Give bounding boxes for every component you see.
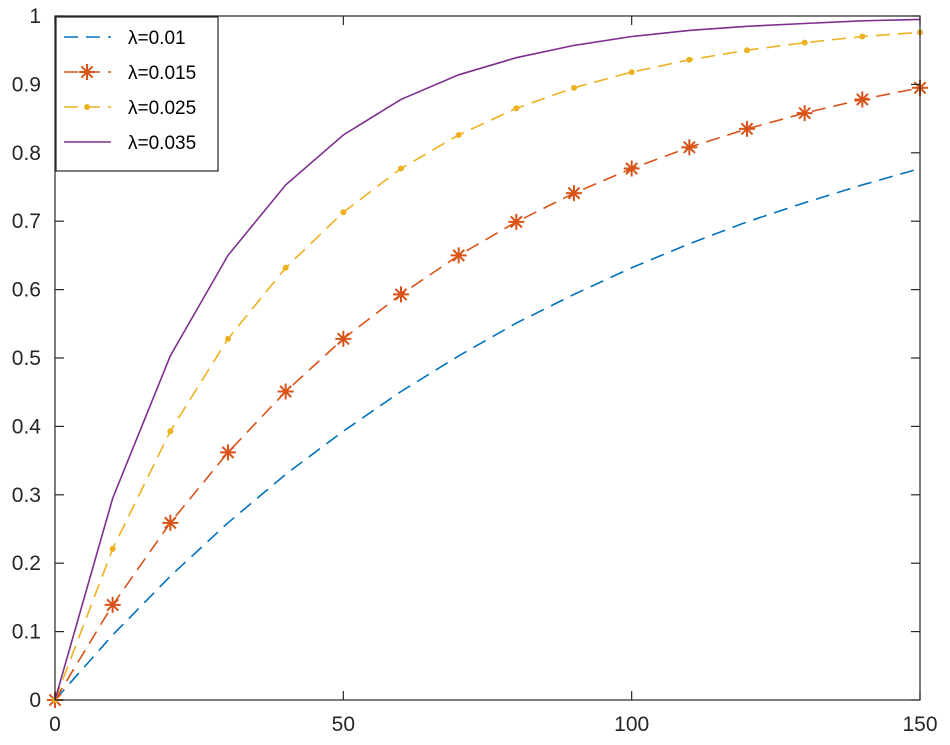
axes-layer: 0 50 100 150 0 0.1 0.2 0.3 0.4 0.5 0.6 0.7 0.8 0.9 1 xyxy=(12,5,938,736)
series-2-point xyxy=(508,213,525,230)
series-3 xyxy=(52,29,923,703)
legend-box xyxy=(55,16,219,172)
legend-item-4: λ=0.035 xyxy=(64,133,196,154)
series-2-point xyxy=(335,330,352,347)
series-3-point xyxy=(859,33,866,40)
y-tick-label: 1 xyxy=(29,5,41,28)
legend-item-3: λ=0.025 xyxy=(64,98,196,119)
series-4 xyxy=(54,18,921,701)
series-2-point xyxy=(623,160,640,177)
series-2-point xyxy=(220,444,236,461)
series-1 xyxy=(54,167,921,701)
legend-swatch-marker xyxy=(84,104,90,110)
x-tick-label: 150 xyxy=(902,713,937,736)
series-3-point xyxy=(282,264,289,271)
series-3-line xyxy=(54,31,921,701)
y-tick-label: 0.5 xyxy=(12,347,41,370)
legend-item-1: λ=0.01 xyxy=(64,28,186,49)
series-3-point xyxy=(340,209,347,216)
series-3-point xyxy=(513,105,520,112)
x-tick-label: 50 xyxy=(332,713,355,736)
y-tick-label: 0.7 xyxy=(12,210,41,233)
series-layer xyxy=(47,18,928,708)
y-tick-label: 0 xyxy=(29,689,41,712)
series-4-line xyxy=(54,18,921,701)
series-3-point xyxy=(628,69,635,76)
legend-label: λ=0.035 xyxy=(128,133,196,154)
series-2-point xyxy=(854,91,871,108)
legend-item-2: λ=0.015 xyxy=(64,63,196,84)
y-tick-label: 0.9 xyxy=(12,73,41,96)
series-2 xyxy=(47,79,928,708)
y-tick-label: 0.8 xyxy=(12,142,41,165)
series-2-line xyxy=(54,87,921,701)
series-3-point xyxy=(109,545,116,552)
series-2-point xyxy=(393,286,409,303)
series-2-point xyxy=(739,120,755,137)
series-2-point xyxy=(796,105,813,122)
y-tick-label: 0.2 xyxy=(12,552,41,575)
y-tick-label: 0.1 xyxy=(12,621,41,644)
series-3-point xyxy=(398,165,404,172)
legend: λ=0.01 λ=0.015 λ=0.025 λ=0.035 xyxy=(55,16,219,172)
legend-swatch-marker xyxy=(79,64,95,80)
y-tick-label: 0.3 xyxy=(12,484,41,507)
legend-label: λ=0.015 xyxy=(128,63,196,84)
series-2-point xyxy=(104,596,121,613)
y-tick-label: 0.6 xyxy=(12,279,41,302)
x-tick-label: 100 xyxy=(614,713,649,736)
series-3-point xyxy=(744,47,750,54)
series-2-point xyxy=(681,139,698,156)
series-2-point xyxy=(277,383,294,400)
x-tick-label: 0 xyxy=(49,713,61,736)
legend-label: λ=0.025 xyxy=(128,98,196,119)
series-3-point xyxy=(801,39,808,46)
series-2-point xyxy=(566,185,582,202)
series-3-point xyxy=(167,428,174,435)
series-1-line xyxy=(54,167,921,701)
series-3-point xyxy=(686,56,693,63)
y-tick-label: 0.4 xyxy=(12,415,42,438)
series-2-point xyxy=(162,514,179,531)
series-3-point xyxy=(225,335,231,342)
series-3-point xyxy=(571,84,577,91)
series-2-point xyxy=(450,247,467,264)
legend-label: λ=0.01 xyxy=(128,28,186,49)
series-3-point xyxy=(455,132,462,139)
